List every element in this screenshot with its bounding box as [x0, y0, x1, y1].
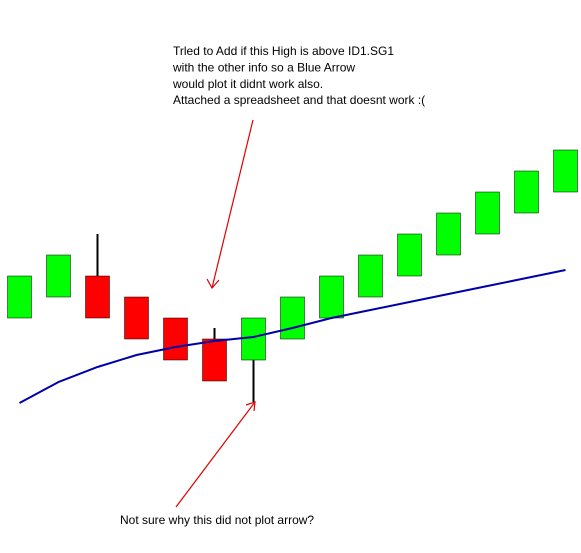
- candle-body: [514, 170, 539, 214]
- arrows: [175, 119, 256, 508]
- annotation: Trled to Add if this High is above ID1.S…: [173, 44, 394, 58]
- arrow-head: [206, 278, 220, 290]
- candle-body: [280, 296, 305, 340]
- moving-average-line: [19, 269, 566, 404]
- candle-body: [202, 338, 227, 382]
- candle-body: [397, 233, 422, 277]
- candle-body: [46, 254, 71, 298]
- candle-body: [7, 275, 32, 319]
- annotation: Not sure why this did not plot arrow?: [120, 513, 314, 527]
- annotation: Attached a spreadsheet and that doesnt w…: [173, 93, 425, 107]
- annotation: would plot it didnt work also.: [172, 77, 323, 91]
- candle-body: [436, 212, 461, 256]
- arrow-line: [211, 119, 254, 289]
- candle-body: [475, 191, 500, 235]
- arrow-line: [175, 401, 256, 508]
- annotation: with the other info so a Blue Arrow: [172, 60, 355, 74]
- candle-body: [241, 317, 266, 361]
- candle-body: [319, 275, 344, 319]
- candle-body: [85, 275, 110, 319]
- arrow-head: [245, 401, 256, 412]
- candle-body: [358, 254, 383, 298]
- candle-body: [163, 317, 188, 361]
- candle-body: [553, 149, 578, 193]
- candle-body: [124, 296, 149, 340]
